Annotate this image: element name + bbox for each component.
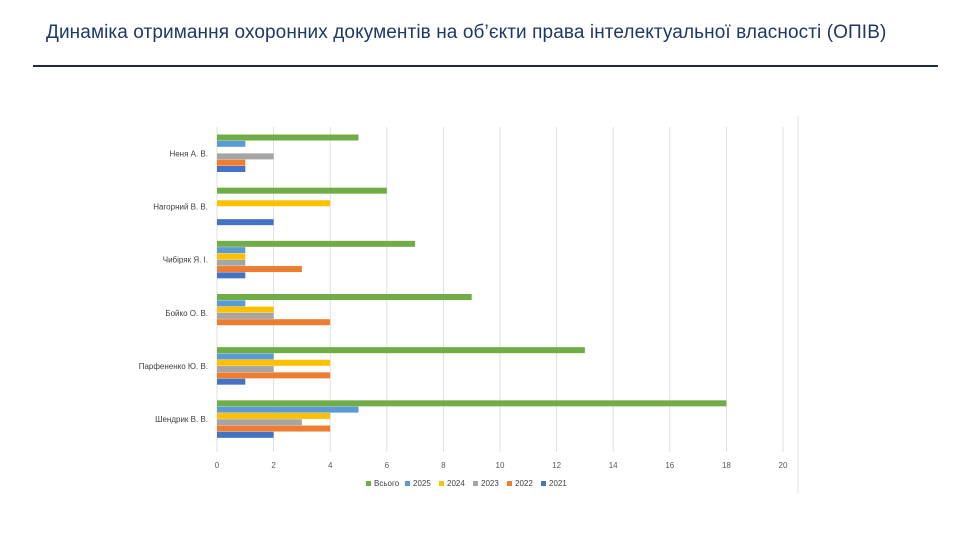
legend-swatch-1 <box>405 481 410 486</box>
bar-3-4 <box>217 319 331 326</box>
bar-4-4 <box>217 372 331 379</box>
legend-swatch-2 <box>439 481 444 486</box>
gridlines <box>216 127 784 452</box>
bar-5-3 <box>217 419 302 426</box>
bar-2-5 <box>217 272 246 279</box>
bar-2-3 <box>217 259 246 266</box>
x-tick-label-4: 4 <box>328 461 333 470</box>
bar-4-1 <box>217 353 274 360</box>
legend-swatch-0 <box>366 481 371 486</box>
legend: Всього 2025 2024 2023 2022 2021 <box>366 479 567 488</box>
bar-5-4 <box>217 425 331 432</box>
legend-label-4: 2022 <box>515 479 533 488</box>
bar-4-0 <box>217 347 585 354</box>
slide-title: Динаміка отримання охоронних документів … <box>46 22 887 43</box>
bar-2-2 <box>217 253 246 260</box>
bar-4-3 <box>217 366 274 373</box>
bar-0-4 <box>217 159 246 166</box>
x-tick-label-10: 10 <box>496 461 505 470</box>
x-tick-label-16: 16 <box>665 461 674 470</box>
x-tick-label-0: 0 <box>215 461 220 470</box>
bar-3-1 <box>217 300 246 307</box>
bars-layer <box>217 134 727 438</box>
x-tick-label-8: 8 <box>441 461 446 470</box>
x-tick-label-20: 20 <box>779 461 788 470</box>
legend-label-3: 2023 <box>481 479 499 488</box>
category-label-3: Бойко О. В. <box>165 309 208 318</box>
title-divider <box>33 65 938 67</box>
bar-5-1 <box>217 406 359 413</box>
bar-1-2 <box>217 200 331 207</box>
bar-4-5 <box>217 378 246 385</box>
bar-2-1 <box>217 247 246 254</box>
bar-0-0 <box>217 134 359 141</box>
legend-swatch-5 <box>541 481 546 486</box>
x-tick-label-14: 14 <box>609 461 618 470</box>
x-tick-label-2: 2 <box>271 461 276 470</box>
bar-2-0 <box>217 240 416 247</box>
category-label-1: Нагорний В. В. <box>153 203 208 212</box>
bar-5-5 <box>217 431 274 438</box>
category-label-4: Парфененко Ю. В. <box>139 362 208 371</box>
x-tick-label-12: 12 <box>552 461 561 470</box>
bar-1-0 <box>217 187 387 194</box>
legend-label-2: 2024 <box>447 479 465 488</box>
bar-5-0 <box>217 400 727 407</box>
bar-4-2 <box>217 359 331 366</box>
legend-label-5: 2021 <box>549 479 567 488</box>
x-tick-label-6: 6 <box>385 461 390 470</box>
x-tick-labels: 0 2 4 6 8 10 12 14 16 18 20 <box>215 461 788 470</box>
legend-swatch-4 <box>507 481 512 486</box>
bar-3-0 <box>217 294 472 300</box>
bar-0-3 <box>217 153 274 160</box>
bar-0-1 <box>217 140 246 147</box>
bar-0-5 <box>217 166 246 172</box>
category-label-0: Неня А. В. <box>169 149 208 158</box>
category-labels: Неня А. В. Нагорний В. В. Чибіряк Я. І. Бой… <box>139 149 208 424</box>
legend-label-1: 2025 <box>413 479 431 488</box>
legend-swatch-3 <box>473 481 478 486</box>
category-label-2: Чибіряк Я. І. <box>163 256 208 265</box>
bar-3-2 <box>217 306 274 313</box>
category-label-5: Шендрик В. В. <box>155 415 208 424</box>
bar-5-2 <box>217 412 331 419</box>
bar-3-3 <box>217 312 274 319</box>
bar-2-4 <box>217 266 302 273</box>
x-tick-label-18: 18 <box>722 461 731 470</box>
legend-label-0: Всього <box>374 479 400 488</box>
bar-1-5 <box>217 219 274 226</box>
